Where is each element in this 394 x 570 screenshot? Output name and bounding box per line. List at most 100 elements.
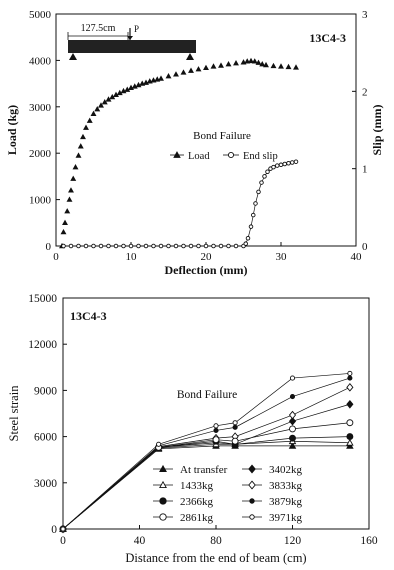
load-point (248, 57, 254, 64)
x-tick-label: 10 (126, 251, 138, 263)
load-point (64, 208, 71, 214)
end-slip-point (91, 243, 96, 249)
chart-title: 13C4-3 (309, 31, 346, 45)
load-point (124, 86, 131, 92)
y-tick-label: 0 (46, 241, 52, 253)
load-point (90, 110, 97, 116)
legend-title: Bond Failure (193, 130, 251, 142)
load-point (285, 63, 292, 70)
y-tick-label: 3000 (34, 478, 57, 490)
data-point (289, 425, 296, 433)
load-point (210, 63, 217, 69)
end-slip-point (248, 224, 254, 229)
end-slip-point (293, 159, 299, 164)
series-line (62, 445, 350, 530)
end-slip-point (68, 243, 74, 249)
legend-label-1433kg: 1433kg (180, 480, 214, 492)
end-slip-line (63, 161, 297, 247)
data-point (346, 383, 354, 392)
y-tick-label: 0 (51, 524, 57, 536)
data-point (347, 375, 353, 381)
legend-marker-3971kg (249, 514, 255, 520)
chart-title: 13C4-3 (70, 309, 107, 323)
end-slip-point (136, 243, 141, 249)
end-slip-point (278, 162, 284, 168)
y2-tick-label: 1 (362, 164, 368, 176)
y-tick-label: 2000 (29, 148, 52, 160)
series-line (62, 377, 350, 530)
y2-tick-label: 0 (362, 241, 368, 253)
load-point (83, 124, 89, 130)
legend-label-3971kg: 3971kg (269, 512, 303, 524)
load-point (75, 152, 82, 158)
y-tick-label: 5000 (29, 9, 52, 21)
beam-body (68, 40, 196, 53)
load-point (116, 89, 123, 96)
load-point (278, 63, 284, 69)
data-point (156, 441, 162, 447)
series-line (62, 387, 351, 530)
legend-marker-3833kg (248, 480, 256, 490)
load-point (113, 91, 119, 97)
series-2861kg (59, 419, 354, 533)
load-point (94, 105, 101, 112)
series-end-slip (61, 159, 299, 249)
end-slip-point (113, 243, 119, 249)
load-point (244, 58, 251, 64)
legend-marker-2366kg (159, 497, 167, 505)
legend-label-2861kg: 2861kg (180, 512, 214, 524)
load-point (263, 61, 269, 68)
load-point (225, 60, 232, 67)
y-axis-label: Steel strain (7, 385, 21, 442)
end-slip-point (128, 243, 134, 249)
load-point (98, 102, 104, 108)
annotation-bond-failure: Bond Failure (177, 389, 237, 401)
end-slip-point (121, 243, 126, 249)
x-tick-label: 120 (284, 535, 302, 547)
load-point (165, 73, 172, 79)
y2-tick-label: 2 (362, 86, 368, 98)
load-point (173, 71, 179, 77)
load-arrow-head (127, 36, 133, 40)
series-line (62, 373, 350, 530)
legend-label-slip: End slip (243, 151, 278, 162)
end-slip-point (181, 243, 186, 249)
legend-label-at-transfer: At transfer (180, 464, 228, 476)
end-slip-point (106, 243, 111, 249)
legend-label-load: Load (188, 151, 210, 162)
data-point (60, 526, 66, 532)
end-slip-point (256, 189, 261, 195)
load-label: P (134, 24, 139, 34)
x-tick-label: 40 (351, 251, 363, 263)
end-slip-point (211, 243, 216, 249)
load-point (259, 60, 266, 67)
x-tick-label: 0 (53, 251, 59, 263)
y-tick-label: 6000 (34, 432, 57, 444)
legend-marker-load (173, 151, 181, 158)
data-point (213, 423, 219, 429)
end-slip-point (158, 243, 164, 249)
load-point (72, 163, 79, 170)
legend-label-3402kg: 3402kg (269, 464, 303, 476)
legend-label-3833kg: 3833kg (269, 480, 303, 492)
y2-axis-label: Slip (mm) (370, 104, 384, 155)
load-point (188, 67, 194, 73)
legend-label-2366kg: 2366kg (180, 496, 214, 508)
load-point (62, 219, 68, 226)
load-point (70, 175, 77, 181)
end-slip-point (290, 160, 295, 165)
data-point (289, 434, 296, 442)
x-tick-label: 40 (134, 535, 146, 547)
end-slip-point (262, 174, 267, 179)
data-point (231, 437, 239, 445)
data-point (347, 370, 353, 377)
data-point (232, 420, 238, 426)
y-tick-label: 1000 (29, 195, 52, 207)
data-point (346, 419, 354, 427)
dimension-label: 127.5cm (81, 23, 116, 34)
y-tick-label: 4000 (29, 55, 52, 67)
end-slip-point (98, 243, 104, 249)
legend-label-3879kg: 3879kg (269, 496, 303, 508)
series-load (59, 57, 299, 249)
